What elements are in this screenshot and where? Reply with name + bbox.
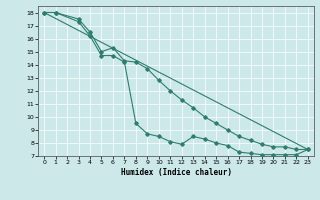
X-axis label: Humidex (Indice chaleur): Humidex (Indice chaleur) <box>121 168 231 177</box>
